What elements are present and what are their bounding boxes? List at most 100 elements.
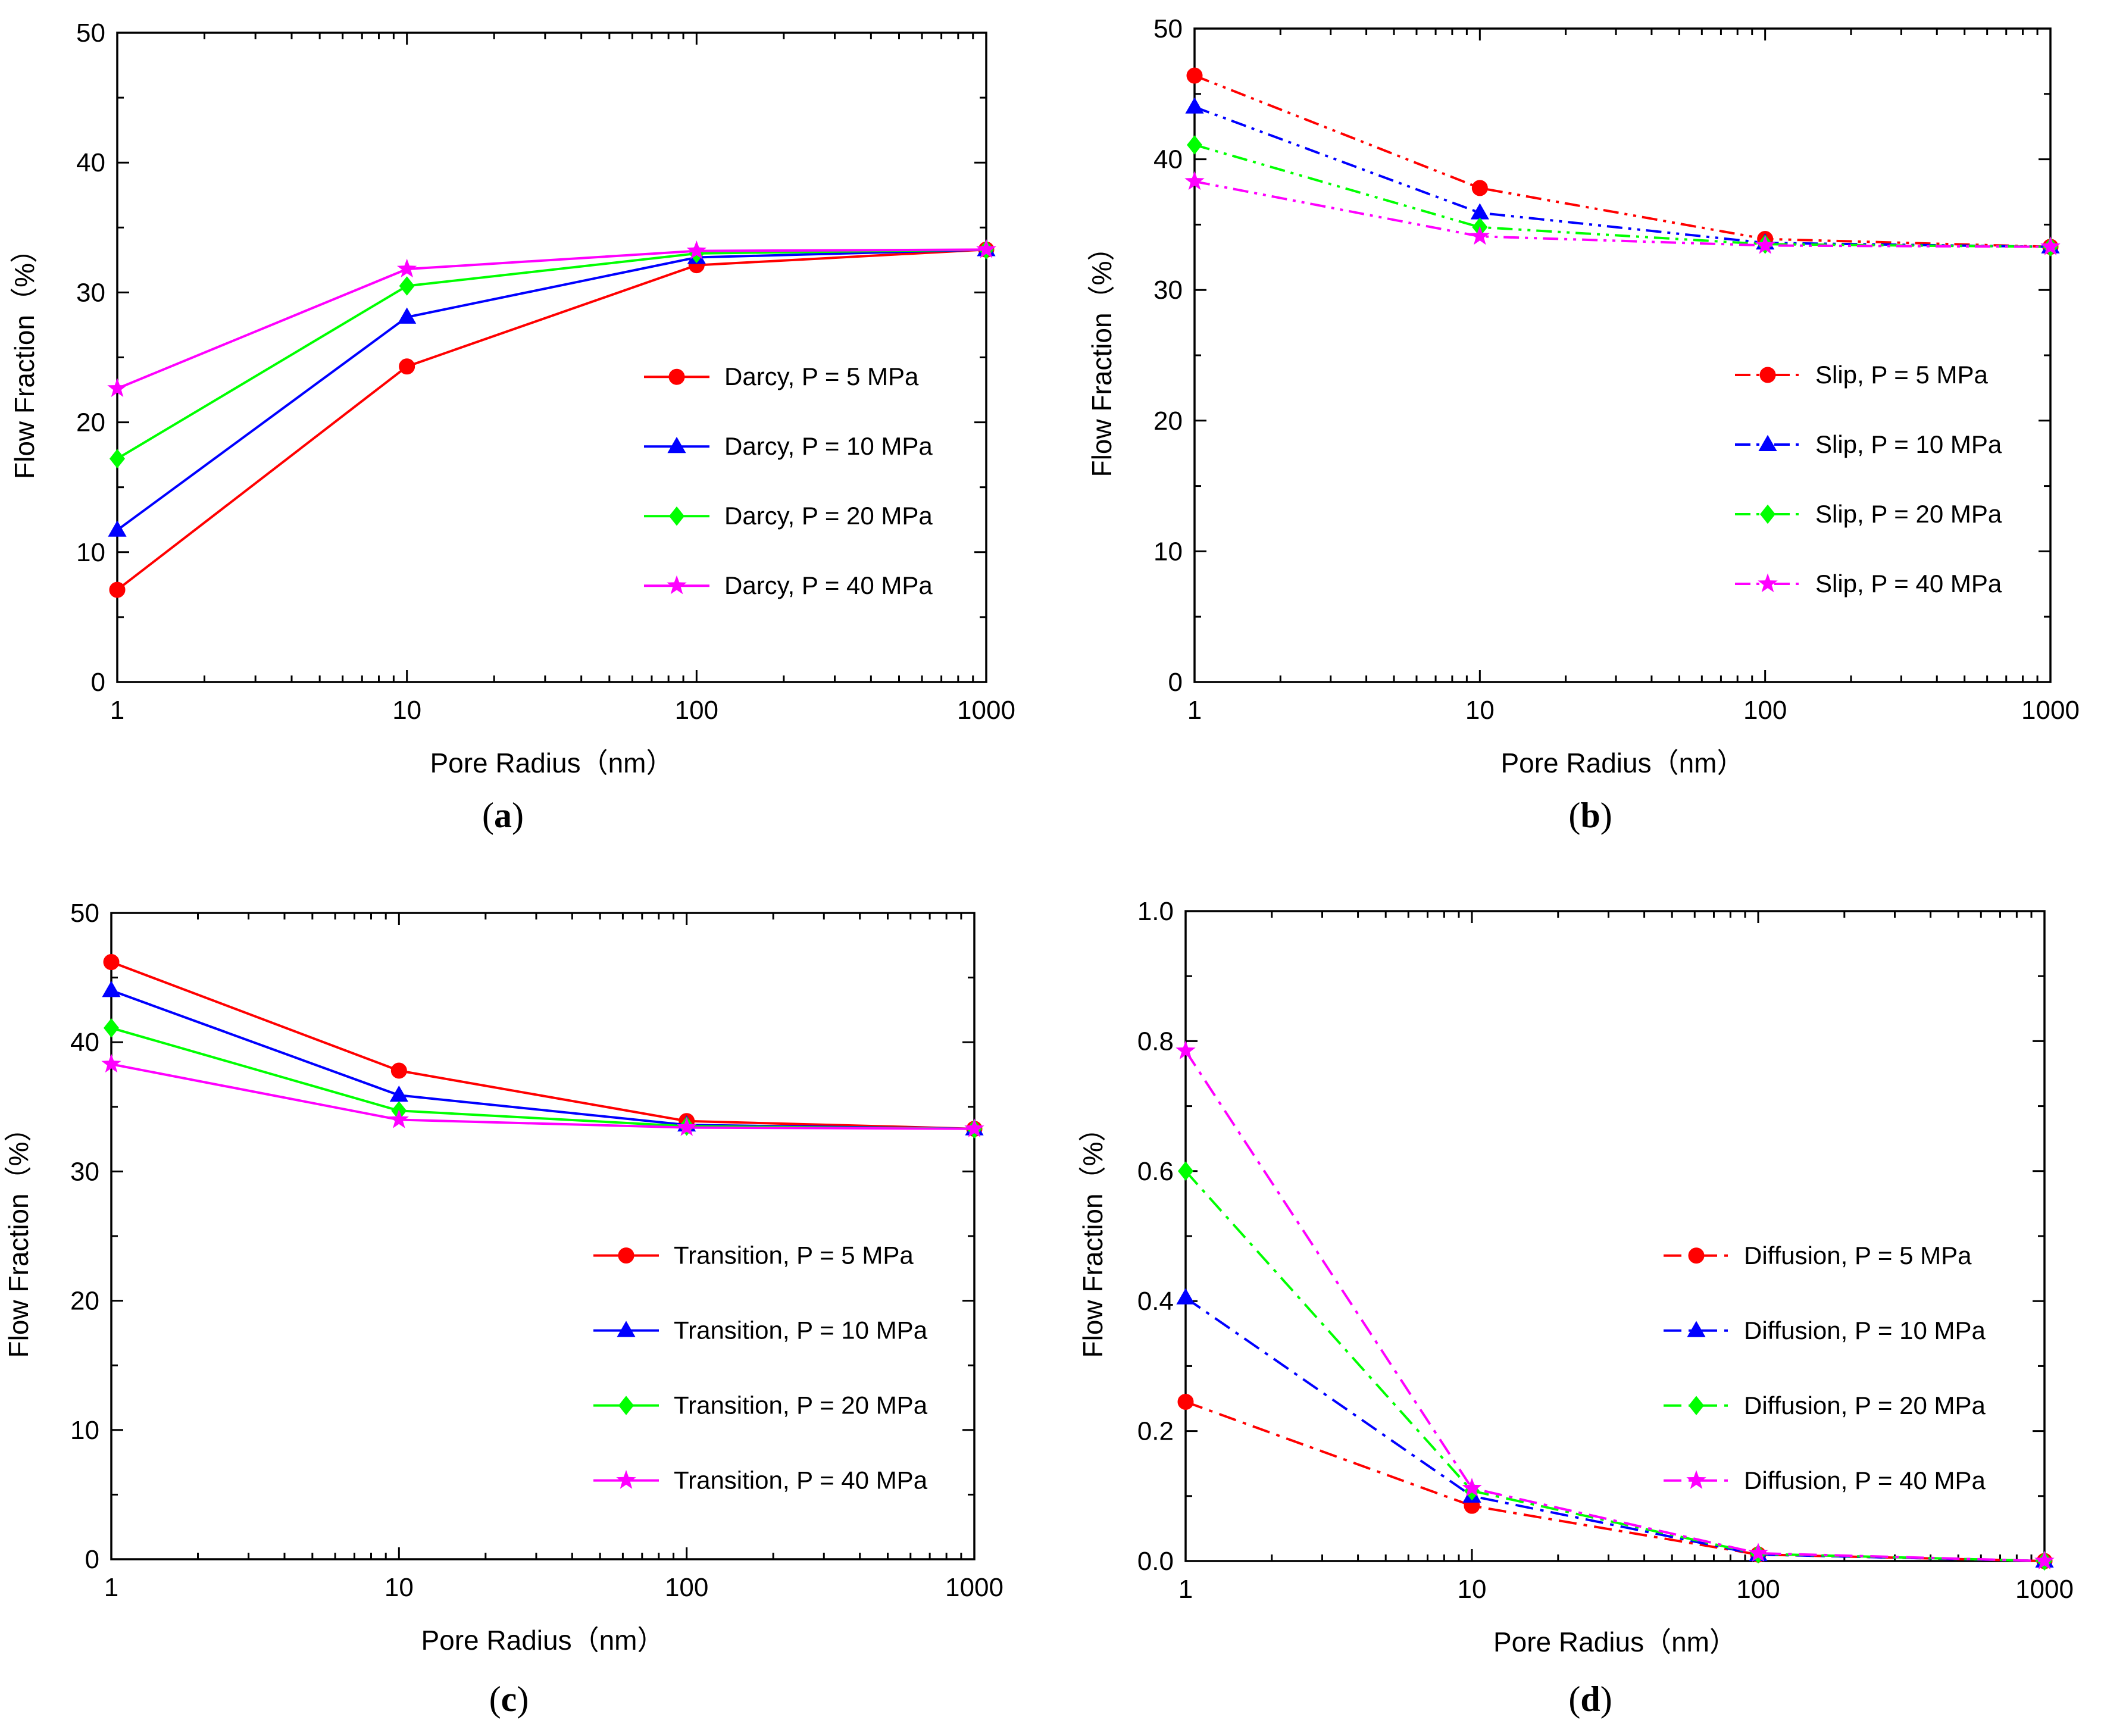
data-point (1186, 67, 1203, 84)
legend-label: Slip, P = 5 MPa (1815, 361, 1989, 389)
data-point (1755, 235, 1775, 254)
y-axis-label: Flow Fraction（%） (1086, 234, 1117, 477)
chart-panel-d: 1 10 100 1000 0.0 0.2 0.4 0.6 0.8 1.0 Pore Radius（… (1077, 897, 2074, 1719)
legend-marker (1758, 573, 1778, 593)
legend-label: Darcy, P = 5 MPa (724, 362, 919, 390)
legend-item-4: Slip, P = 40 MPa (1735, 570, 2002, 598)
y-tick-label: 20 (1153, 406, 1183, 436)
legend-label: Transition, P = 10 MPa (674, 1316, 928, 1344)
panel-caption-letter: b (1580, 796, 1600, 835)
legend-marker (1687, 1321, 1706, 1337)
legend-marker (618, 1247, 634, 1264)
legend-marker (616, 1470, 636, 1489)
y-tick-label: 50 (76, 18, 105, 48)
legend: Transition, P = 5 MPa Transition, P = 10 … (593, 1241, 928, 1494)
plot-frame (1184, 910, 2046, 1562)
legend-item-4: Darcy, P = 40 MPa (644, 571, 933, 599)
legend-marker (617, 1321, 636, 1337)
data-point (108, 520, 127, 537)
data-point (1471, 180, 1488, 196)
series-line (111, 1027, 975, 1130)
y-tick-label: 20 (70, 1287, 99, 1316)
x-tick-label: 100 (1736, 1575, 1780, 1604)
x-tick-label: 1000 (945, 1573, 1003, 1602)
legend-label: Slip, P = 20 MPa (1815, 500, 2002, 528)
data-point (107, 378, 127, 398)
y-tick-label: 10 (76, 538, 105, 567)
y-tick-label: 0.6 (1137, 1157, 1174, 1186)
legend-marker (668, 368, 685, 385)
legend-label: Transition, P = 40 MPa (674, 1466, 928, 1494)
series-4 (107, 239, 996, 398)
x-tick-label: 10 (392, 696, 421, 725)
y-tick-label: 0 (1168, 668, 1183, 697)
data-point (1184, 171, 1205, 190)
y-tick-label: 0.2 (1137, 1417, 1174, 1446)
chart-panel-a: 1 10 100 1000 0 10 20 30 40 50 Pore Radius（nm） Flow… (9, 18, 1015, 835)
series-4 (101, 1053, 984, 1137)
data-point (1176, 1288, 1195, 1305)
legend-item-1: Transition, P = 5 MPa (593, 1241, 914, 1269)
x-tick-label: 100 (1743, 696, 1787, 725)
y-tick-label: 0 (91, 668, 105, 697)
legend-marker (1759, 367, 1776, 383)
series-line (1194, 180, 2051, 248)
panel-caption: (d) (1568, 1679, 1612, 1719)
y-tick-label: 10 (1153, 537, 1183, 566)
x-axis-label: Pore Radius（nm） (421, 1625, 664, 1656)
data-point (976, 239, 996, 258)
y-tick-label: 30 (70, 1157, 99, 1186)
y-tick-label: 1.0 (1137, 897, 1174, 926)
x-tick-label: 100 (675, 696, 718, 725)
legend-item-3: Transition, P = 20 MPa (593, 1391, 928, 1419)
data-point (1176, 1040, 1196, 1059)
legend-label: Transition, P = 5 MPa (674, 1241, 914, 1269)
x-tick-label: 1000 (2015, 1575, 2074, 1604)
x-axis-label: Pore Radius（nm） (1500, 747, 1744, 778)
x-tick-label: 100 (665, 1573, 708, 1602)
panel-caption-letter: d (1580, 1679, 1600, 1719)
x-tick-label: 10 (1458, 1575, 1487, 1604)
legend-label: Slip, P = 10 MPa (1815, 430, 2002, 458)
data-point (1748, 1543, 1768, 1562)
legend-label: Darcy, P = 40 MPa (724, 571, 933, 599)
legend-marker (1760, 504, 1775, 524)
data-point (389, 1086, 408, 1102)
y-tick-label: 0 (85, 1545, 99, 1574)
data-point (1178, 1161, 1193, 1181)
data-point (103, 954, 120, 971)
x-tick-label: 1 (1178, 1575, 1193, 1604)
data-point (104, 1018, 119, 1038)
data-point (2034, 1550, 2055, 1570)
legend-item-1: Diffusion, P = 5 MPa (1664, 1241, 1972, 1269)
legend-item-4: Transition, P = 40 MPa (593, 1466, 928, 1494)
y-tick-label: 50 (1153, 14, 1183, 43)
panel-caption-letter: c (501, 1679, 517, 1719)
series-line (116, 248, 987, 531)
x-axis-label: Pore Radius（nm） (430, 747, 673, 778)
data-point (2040, 236, 2061, 255)
panel-caption-letter: a (494, 796, 512, 835)
legend-marker (667, 575, 687, 595)
legend-item-1: Darcy, P = 5 MPa (644, 362, 919, 390)
legend-item-2: Transition, P = 10 MPa (593, 1316, 928, 1344)
legend-item-3: Darcy, P = 20 MPa (644, 502, 933, 530)
y-tick-label: 50 (70, 899, 99, 928)
series-line (117, 248, 987, 390)
legend-item-4: Diffusion, P = 40 MPa (1664, 1466, 1986, 1494)
series-1 (1186, 67, 2059, 255)
x-tick-label: 1 (104, 1573, 118, 1602)
y-tick-label: 40 (70, 1028, 99, 1057)
data-point (964, 1118, 984, 1137)
data-point (102, 981, 121, 997)
legend-marker (618, 1396, 634, 1415)
y-axis-label: Flow Fraction（%） (9, 236, 40, 479)
panel-caption: (a) (482, 796, 524, 835)
data-point (399, 276, 415, 296)
series-line (1184, 1170, 2045, 1562)
x-tick-label: 1000 (957, 696, 1015, 725)
legend-item-2: Slip, P = 10 MPa (1735, 430, 2002, 458)
data-point (110, 449, 125, 468)
panel-caption: (c) (489, 1679, 529, 1719)
legend-item-2: Diffusion, P = 10 MPa (1664, 1316, 1986, 1344)
